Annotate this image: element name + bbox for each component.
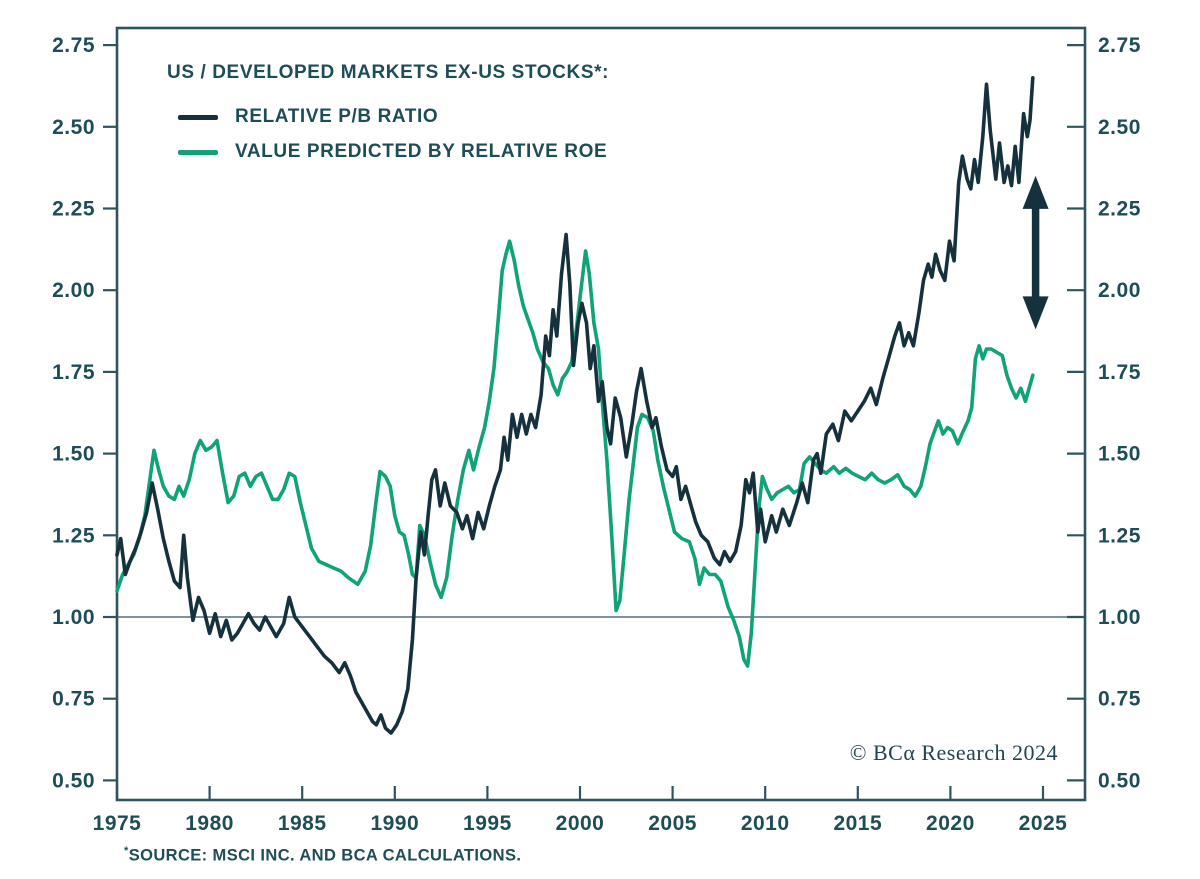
y-tick-label-right: 2.75	[1098, 34, 1141, 57]
x-tick-label: 1985	[278, 812, 327, 835]
x-tick-label: 1990	[370, 812, 419, 835]
plot-border	[115, 26, 1087, 802]
y-tick-label-left: 0.50	[52, 769, 95, 792]
x-tick-label: 1995	[463, 812, 512, 835]
series-line-predicted-roe	[115, 239, 1035, 668]
gap-arrow-head-down	[1022, 296, 1049, 330]
y-tick-label-right: 2.00	[1098, 279, 1141, 302]
y-tick-label-right: 1.50	[1098, 443, 1141, 466]
chart-title: US / DEVELOPED MARKETS EX-US STOCKS*:	[167, 62, 610, 83]
y-tick-label-left: 1.25	[52, 524, 95, 547]
pb-line-swatch	[178, 114, 218, 120]
chart-legend: US / DEVELOPED MARKETS EX-US STOCKS*: RE…	[167, 62, 609, 165]
y-tick-label-left: 0.75	[52, 688, 95, 711]
gap-arrow-head-up	[1022, 175, 1049, 209]
footnote-text: SOURCE: MSCI INC. AND BCA CALCULATIONS.	[128, 846, 522, 865]
y-tick-label-left: 2.00	[52, 279, 95, 302]
y-tick-label-left: 1.50	[52, 443, 95, 466]
y-tick-label-left: 1.75	[52, 361, 95, 384]
x-tick-label: 2000	[556, 812, 605, 835]
y-tick-label-right: 1.00	[1098, 606, 1141, 629]
x-tick-label: 2005	[648, 812, 697, 835]
y-tick-label-left: 2.75	[52, 34, 95, 57]
source-footnote: *SOURCE: MSCI INC. AND BCA CALCULATIONS.	[124, 845, 521, 866]
x-tick-label: 1975	[93, 812, 142, 835]
legend-label-relative-pb: RELATIVE P/B RATIO	[235, 106, 439, 127]
y-tick-label-right: 1.25	[1098, 524, 1141, 547]
y-tick-label-right: 2.25	[1098, 198, 1141, 221]
roe-line-swatch	[178, 149, 218, 155]
bca-research-copyright: © BCα Research 2024	[849, 740, 1058, 765]
legend-label-predicted-roe: VALUE PREDICTED BY RELATIVE ROE	[235, 141, 608, 162]
y-tick-label-right: 0.75	[1098, 688, 1141, 711]
y-tick-label-right: 2.50	[1098, 116, 1141, 139]
x-tick-label: 1980	[185, 812, 234, 835]
x-tick-label: 2015	[833, 812, 882, 835]
x-tick-label: 2025	[1019, 812, 1068, 835]
y-tick-label-right: 0.50	[1098, 769, 1141, 792]
series-line-relative-pb	[115, 76, 1035, 735]
y-tick-label-left: 1.00	[52, 606, 95, 629]
x-tick-label: 2010	[741, 812, 790, 835]
y-tick-label-left: 2.50	[52, 116, 95, 139]
footnote-asterisk: *	[124, 845, 129, 857]
x-tick-label: 2020	[926, 812, 975, 835]
legend-item-relative-pb: RELATIVE P/B RATIO	[167, 104, 609, 130]
y-tick-label-left: 2.25	[52, 198, 95, 221]
legend-item-predicted-roe: VALUE PREDICTED BY RELATIVE ROE	[167, 139, 609, 165]
y-tick-label-right: 1.75	[1098, 361, 1141, 384]
